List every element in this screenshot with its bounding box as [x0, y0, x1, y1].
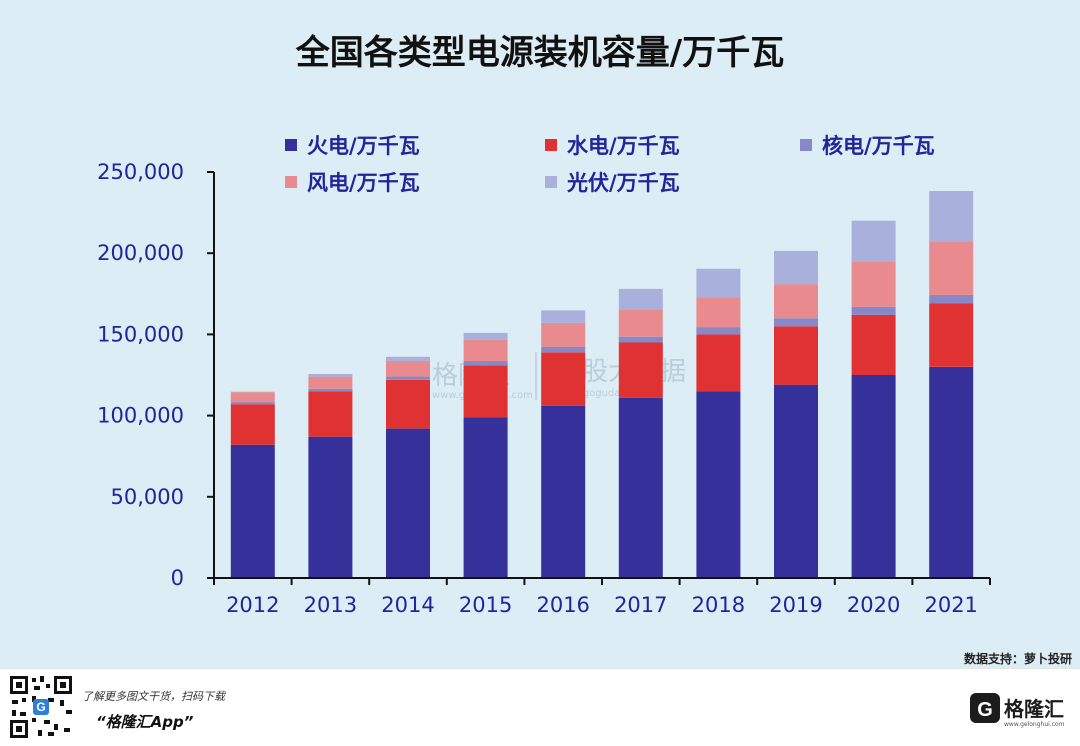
bar-segment [541, 310, 586, 323]
bar-segment [541, 405, 586, 578]
bar-segment [386, 361, 430, 377]
bar-segment [463, 365, 508, 418]
legend-swatch [800, 139, 812, 151]
chart: 全国各类型电源装机容量/万千瓦 格隆汇 www.gelonghui.com 勾股… [97, 33, 991, 617]
bar-segment [851, 314, 896, 375]
bar-segment [696, 268, 741, 298]
chart-title: 全国各类型电源装机容量/万千瓦 [295, 33, 784, 73]
bar-segment [618, 288, 663, 310]
x-tick-label: 2014 [381, 593, 434, 617]
bar-segment [696, 391, 741, 578]
footer [0, 668, 1080, 746]
bar-segment [463, 332, 508, 340]
x-tick-label: 2018 [692, 593, 745, 617]
bar-segment [541, 346, 586, 353]
bar-segment [463, 417, 508, 578]
legend-label: 光伏/万千瓦 [566, 171, 680, 195]
bar-segment [851, 261, 896, 307]
legend-label: 风电/万千瓦 [307, 171, 420, 195]
bar-segment [308, 391, 353, 437]
legend-swatch [545, 176, 557, 188]
bar-segment [230, 392, 275, 403]
footer-logo-text: 格隆汇 [1004, 697, 1064, 721]
bar-segment [851, 375, 896, 578]
watermark-url: www.gogudata.com [556, 388, 655, 399]
bar-segment [308, 388, 353, 392]
legend-label: 水电/万千瓦 [567, 134, 680, 158]
legend-label: 核电/万千瓦 [822, 134, 935, 158]
bar-segment [386, 356, 430, 361]
bar-segment [774, 326, 818, 385]
y-tick-label: 50,000 [111, 485, 184, 509]
svg-text:G: G [36, 700, 45, 714]
bar-segment [308, 436, 353, 578]
bar-segment [618, 342, 663, 398]
x-axis: 2012 2013 2014 2015 2016 2017 2018 2019 2020 2021 [213, 577, 991, 617]
x-tick-label: 2019 [769, 593, 822, 617]
bar-segment [386, 379, 430, 429]
legend-swatch [545, 139, 557, 151]
bars [230, 191, 974, 578]
bar-segment [696, 297, 741, 328]
y-axis: 0 50,000 100,000 150,000 200,000 250,000 [97, 160, 215, 590]
footer-logo-letter: G [977, 699, 993, 721]
bar-segment [851, 306, 896, 315]
bar-segment [696, 327, 741, 335]
bar-segment [308, 376, 353, 389]
bar-segment [929, 191, 974, 242]
bar-segment [774, 250, 818, 285]
x-tick-label: 2013 [304, 593, 357, 617]
bar-segment [541, 322, 586, 347]
x-tick-label: 2016 [536, 593, 589, 617]
bar-segment [230, 402, 275, 405]
bar-segment [541, 352, 586, 406]
bar-segment [929, 241, 974, 295]
x-tick-label: 2015 [459, 593, 512, 617]
qr-code-icon[interactable]: G [8, 674, 74, 740]
bar-segment [774, 284, 818, 319]
bar-segment [386, 376, 430, 380]
y-tick-label: 250,000 [97, 160, 184, 184]
bar-segment [929, 294, 974, 304]
footer-logo-url: www.gelonghui.com [1004, 721, 1065, 728]
bar-segment [774, 318, 818, 327]
bar-segment [929, 303, 974, 367]
gelonghui-logo-icon[interactable]: G 格隆汇 www.gelonghui.com [968, 689, 1076, 729]
x-tick-label: 2012 [226, 593, 279, 617]
x-tick-label: 2017 [614, 593, 667, 617]
legend-label: 火电/万千瓦 [307, 134, 420, 158]
bar-segment [230, 444, 275, 578]
y-tick-label: 100,000 [97, 404, 184, 428]
bar-segment [851, 220, 896, 262]
data-source: 数据支持：萝卜投研 [963, 652, 1072, 666]
bar-segment [308, 374, 353, 377]
bar-segment [230, 391, 275, 393]
x-tick-label: 2020 [847, 593, 900, 617]
bar-segment [774, 384, 818, 578]
x-tick-label: 2021 [924, 593, 977, 617]
y-tick-label: 150,000 [97, 322, 184, 346]
bar-segment [618, 336, 663, 343]
legend-swatch [285, 176, 297, 188]
bar-segment [618, 310, 663, 337]
legend-swatch [285, 139, 297, 151]
bar-segment [618, 397, 663, 578]
footer-app-name: “格隆汇App” [96, 713, 194, 731]
footer-tagline: 了解更多图文干货，扫码下载 [82, 690, 225, 703]
y-tick-label: 200,000 [97, 241, 184, 265]
bar-segment [230, 404, 275, 445]
bar-segment [463, 361, 508, 366]
bar-segment [696, 334, 741, 392]
y-tick-label: 0 [171, 566, 184, 590]
bar-segment [463, 339, 508, 361]
bar-segment [386, 428, 430, 578]
bar-segment [929, 366, 974, 578]
chart-panel [0, 0, 1080, 668]
